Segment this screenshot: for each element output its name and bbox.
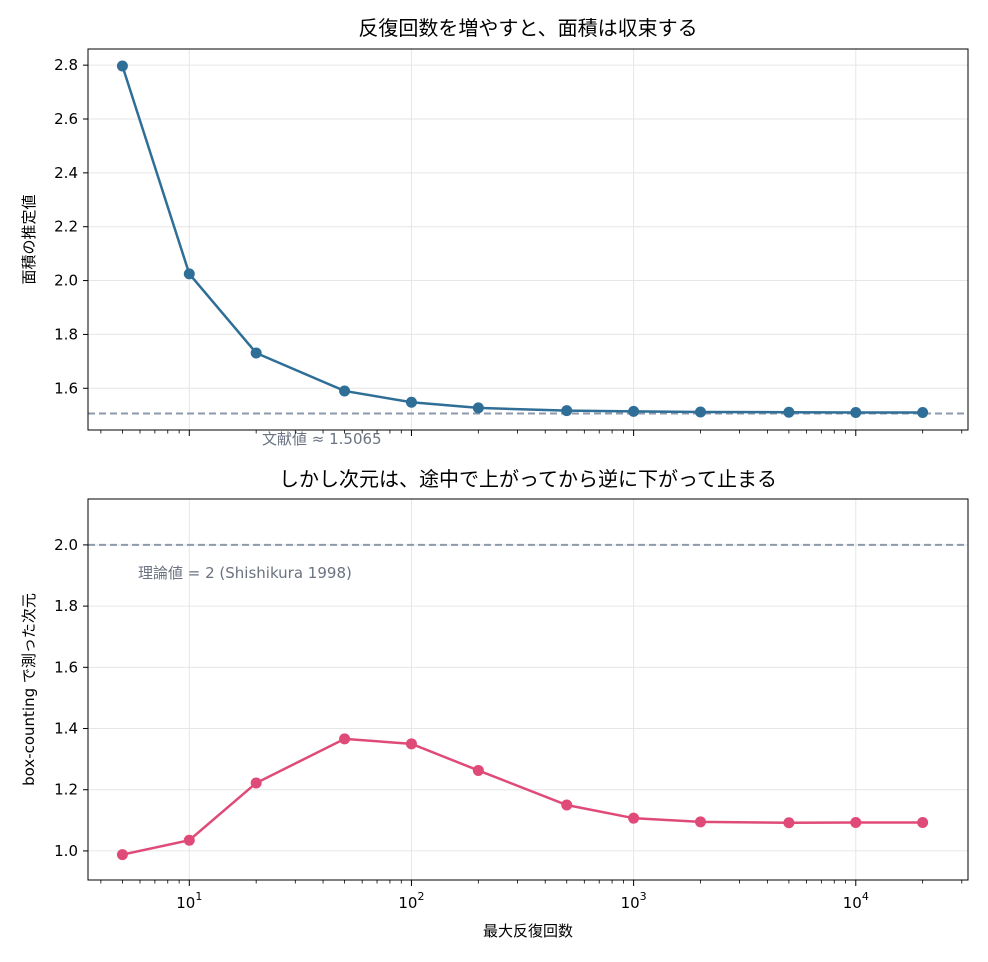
area-y-axis-label: 面積の推定値 xyxy=(20,194,38,284)
area-y-tick-label: 2.6 xyxy=(54,110,78,128)
area-data-point xyxy=(917,406,929,418)
dimension-y-tick-label: 1.0 xyxy=(54,842,78,860)
area-data-point xyxy=(561,405,573,417)
area-axes-frame xyxy=(87,48,969,431)
dimension-reference-label: 理論値 = 2 (Shishikura 1998) xyxy=(138,564,352,582)
area-y-ticks: 1.6 1.8 2.0 2.2 2.4 2.6 2.8 xyxy=(54,56,88,397)
area-y-tick-label: 2.0 xyxy=(54,272,78,290)
dimension-data-point xyxy=(783,817,795,829)
dimension-y-tick-label: 1.2 xyxy=(54,781,78,799)
area-y-tick-label: 2.2 xyxy=(54,218,78,236)
dimension-data-point xyxy=(405,738,417,750)
area-x-ticks xyxy=(100,430,963,436)
area-data-point xyxy=(628,405,640,417)
dimension-y-ticks: 1.0 1.2 1.4 1.6 1.8 2.0 xyxy=(54,536,88,860)
dimension-data-point xyxy=(628,812,640,824)
area-points xyxy=(116,60,929,418)
area-convergence-panel: 文献値 ≈ 1.5065 1.6 1.8 2.0 2.2 2.4 2.6 2.8 反復回数を… xyxy=(20,16,969,448)
dimension-data-point xyxy=(561,799,573,811)
dimension-series-line xyxy=(122,737,923,856)
area-data-point xyxy=(783,406,795,418)
area-data-point xyxy=(339,385,351,397)
dimension-data-point xyxy=(250,777,262,789)
area-y-tick-label: 2.8 xyxy=(54,56,78,74)
dimension-x-ticks: 101 102 103 104 xyxy=(100,880,963,912)
area-y-tick-label: 1.6 xyxy=(54,379,78,397)
dimension-x-tick-label: 102 xyxy=(398,890,424,912)
area-data-point xyxy=(694,406,706,418)
dimension-data-point xyxy=(183,834,195,846)
area-y-tick-label: 1.8 xyxy=(54,325,78,343)
area-data-point xyxy=(472,402,484,414)
dimension-chart-title: しかし次元は、途中で上がってから逆に下がって止まる xyxy=(279,467,777,491)
dimension-y-tick-label: 2.0 xyxy=(54,536,78,554)
area-chart-title: 反復回数を増やすと、面積は収束する xyxy=(358,16,697,40)
dimension-data-point xyxy=(694,816,706,828)
dimension-y-axis-label: box-counting で測った次元 xyxy=(20,593,38,786)
area-grid xyxy=(88,49,968,430)
dimension-x-tick-label: 104 xyxy=(843,890,869,912)
dimension-data-point xyxy=(339,733,351,745)
dimension-panel: 理論値 = 2 (Shishikura 1998) 1.01.21.41.61.… xyxy=(20,467,969,940)
dimension-x-tick-label: 101 xyxy=(176,890,202,912)
dimension-y-tick-label: 1.4 xyxy=(54,720,78,738)
dimension-data-point xyxy=(472,764,484,776)
area-data-point xyxy=(183,268,195,280)
area-reference-label: 文献値 ≈ 1.5065 xyxy=(262,430,382,448)
area-data-point xyxy=(250,347,262,359)
dimension-points xyxy=(116,733,929,861)
dimension-axes-frame xyxy=(87,498,969,881)
dimension-data-point xyxy=(850,816,862,828)
area-series-line xyxy=(121,65,923,414)
dimension-y-tick-label: 1.8 xyxy=(54,597,78,615)
dimension-x-tick-label: 103 xyxy=(621,890,647,912)
dimension-data-point xyxy=(116,849,128,861)
area-data-point xyxy=(116,60,128,72)
area-data-point xyxy=(850,406,862,418)
dimension-data-point xyxy=(917,816,929,828)
dimension-y-tick-label: 1.6 xyxy=(54,658,78,676)
area-data-point xyxy=(405,396,417,408)
area-y-tick-label: 2.4 xyxy=(54,164,78,182)
dimension-x-axis-label: 最大反復回数 xyxy=(483,922,573,940)
